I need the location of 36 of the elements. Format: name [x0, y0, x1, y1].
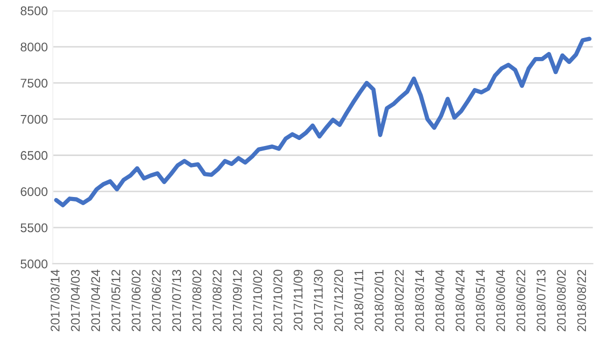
x-tick-label: 2018/03/14 — [414, 270, 424, 332]
x-tick-label: 2018/04/04 — [435, 270, 444, 332]
x-tick-label: 2018/07/13 — [536, 270, 546, 332]
y-tick-label: 7500 — [20, 78, 48, 88]
x-tick-label: 2017/11/09 — [293, 270, 303, 330]
y-tick-label: 8000 — [20, 42, 48, 52]
y-tick-label: 6500 — [20, 151, 48, 160]
x-tick-label: 2017/08/22 — [212, 270, 222, 332]
x-tick-label: 2018/05/14 — [476, 270, 485, 332]
x-tick-label: 2017/12/20 — [334, 270, 344, 332]
x-tick-label: 2018/06/04 — [496, 270, 506, 332]
x-tick-label: 2018/08/22 — [576, 270, 586, 332]
y-tick-label: 7000 — [20, 114, 48, 124]
y-tick-label: 8500 — [20, 6, 48, 16]
x-tick-label: 2018/02/22 — [394, 270, 404, 332]
x-tick-label: 2017/09/12 — [232, 270, 242, 332]
x-tick-label: 2018/08/02 — [556, 270, 566, 332]
x-tick-label: 2018/02/01 — [374, 270, 384, 332]
x-tick-label: 2017/06/02 — [131, 270, 141, 332]
x-tick-label: 2017/10/20 — [273, 270, 282, 332]
x-tick-label: 2017/04/24 — [90, 270, 100, 332]
y-tick-label: 6000 — [20, 187, 48, 196]
x-tick-label: 2017/08/02 — [192, 270, 202, 332]
x-tick-label: 2017/04/03 — [70, 270, 80, 332]
x-tick-label: 2017/06/22 — [152, 270, 161, 332]
x-tick-label: 2018/04/24 — [455, 270, 465, 332]
y-tick-label: 5000 — [20, 260, 48, 268]
x-tick-label: 2017/07/13 — [172, 270, 182, 332]
x-tick-label: 2017/03/14 — [50, 270, 60, 332]
x-tick-label: 2017/10/02 — [252, 270, 262, 332]
x-tick-label: 2018/06/22 — [516, 270, 526, 332]
x-tick-label: 2018/01/11 — [354, 270, 364, 330]
line-series — [54, 36, 592, 208]
x-tick-label: 2017/05/12 — [111, 270, 120, 332]
y-tick-label: 5500 — [20, 223, 48, 232]
x-tick-label: 2017/11/30 — [314, 270, 323, 330]
